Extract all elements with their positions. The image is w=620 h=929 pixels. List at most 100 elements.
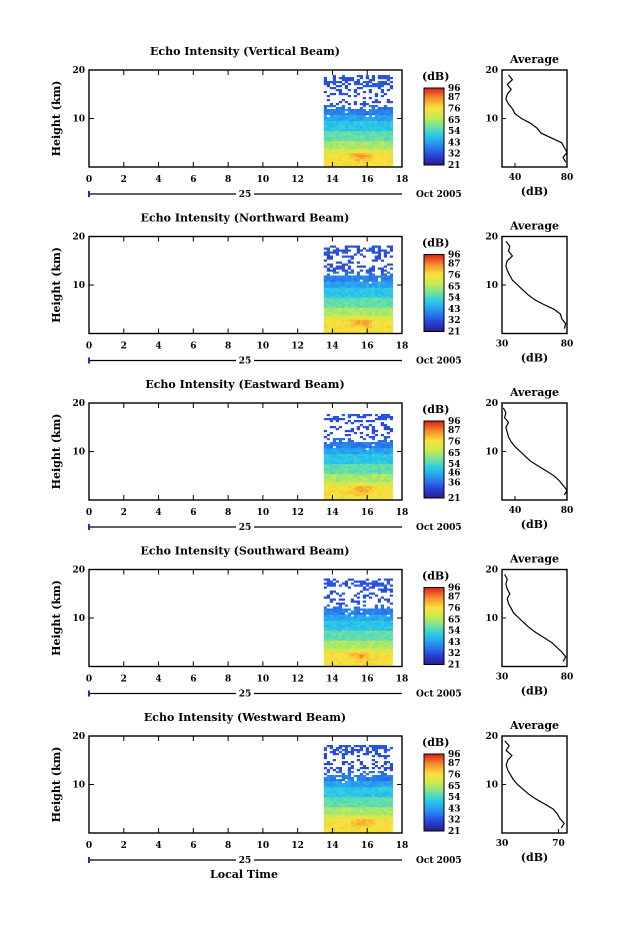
heatmap-cell bbox=[347, 779, 351, 782]
heatmap-cell bbox=[338, 111, 342, 114]
heatmap-cell bbox=[368, 283, 372, 286]
heatmap-cell bbox=[347, 630, 351, 633]
heatmap-cell bbox=[323, 161, 327, 164]
heatmap-cell bbox=[368, 303, 372, 306]
heatmap-cell bbox=[374, 821, 378, 824]
colorbar-segment bbox=[424, 649, 444, 652]
heatmap-cell bbox=[383, 811, 387, 814]
heatmap-cell bbox=[338, 771, 342, 774]
heatmap-cell bbox=[389, 448, 393, 451]
heatmap-cell bbox=[341, 803, 345, 806]
heatmap-cell bbox=[380, 135, 384, 138]
heatmap-cell bbox=[386, 652, 390, 655]
heatmap-cell bbox=[323, 91, 327, 94]
heatmap-cell bbox=[341, 745, 345, 748]
heatmap-cell bbox=[356, 279, 360, 282]
heatmap-cell bbox=[344, 753, 348, 756]
heatmap-cell bbox=[386, 464, 390, 467]
heatmap-cell bbox=[383, 791, 387, 794]
heatmap-cell bbox=[341, 303, 345, 306]
heatmap-cell bbox=[380, 582, 384, 585]
heatmap-cell bbox=[380, 275, 384, 278]
heatmap-cell bbox=[350, 578, 354, 581]
heatmap-cell bbox=[359, 458, 363, 461]
heatmap-cell bbox=[353, 327, 357, 330]
colorbar-segment bbox=[424, 300, 444, 303]
heatmap-cell bbox=[326, 446, 330, 449]
heatmap-cell bbox=[365, 584, 369, 587]
x-tick-label: 16 bbox=[361, 675, 374, 685]
heatmap-cell bbox=[374, 660, 378, 663]
heatmap-cell bbox=[341, 652, 345, 655]
heatmap-cell bbox=[383, 809, 387, 812]
heatmap-cell bbox=[341, 466, 345, 469]
heatmap-cell bbox=[383, 281, 387, 284]
heatmap-cell bbox=[362, 109, 366, 112]
heatmap-cell bbox=[383, 297, 387, 300]
heatmap-cell bbox=[329, 442, 333, 445]
heatmap-cell bbox=[383, 279, 387, 282]
heatmap-cell bbox=[377, 492, 381, 495]
heatmap-cell bbox=[356, 115, 360, 118]
heatmap-cell bbox=[347, 827, 351, 830]
heatmap-cell bbox=[383, 269, 387, 272]
heatmap-cell bbox=[389, 775, 393, 778]
heatmap-cell bbox=[371, 775, 375, 778]
heatmap-cell bbox=[329, 305, 333, 308]
heatmap-cell bbox=[353, 789, 357, 792]
heatmap-cell bbox=[368, 446, 372, 449]
heatmap-cell bbox=[365, 490, 369, 493]
heatmap-cell bbox=[383, 436, 387, 439]
heatmap-cell bbox=[323, 317, 327, 320]
heatmap-cell bbox=[347, 309, 351, 312]
heatmap-cell bbox=[341, 147, 345, 150]
colorbar-segment bbox=[424, 496, 444, 499]
heatmap-cell bbox=[338, 612, 342, 615]
heatmap-cell bbox=[344, 251, 348, 254]
heatmap-cell bbox=[389, 791, 393, 794]
heatmap-cell bbox=[362, 317, 366, 320]
heatmap-cell bbox=[344, 484, 348, 487]
heatmap-cell bbox=[347, 109, 351, 112]
heatmap-cell bbox=[356, 151, 360, 154]
heatmap-cell bbox=[371, 486, 375, 489]
heatmap-cell bbox=[347, 430, 351, 433]
heatmap-cell bbox=[356, 468, 360, 471]
heatmap-cell bbox=[368, 165, 372, 168]
heatmap-cell bbox=[353, 81, 357, 84]
heatmap-cell bbox=[332, 75, 336, 78]
heatmap-cell bbox=[389, 155, 393, 158]
heatmap-cell bbox=[356, 111, 360, 114]
heatmap-cell bbox=[377, 478, 381, 481]
heatmap-cell bbox=[347, 819, 351, 822]
heatmap-cell bbox=[344, 85, 348, 88]
heatmap-cell bbox=[332, 281, 336, 284]
date-day-label: 25 bbox=[239, 357, 252, 367]
heatmap-cell bbox=[371, 785, 375, 788]
heatmap-cell bbox=[335, 612, 339, 615]
heatmap-cell bbox=[389, 137, 393, 140]
heatmap-cell bbox=[359, 145, 363, 148]
heatmap-cell bbox=[389, 618, 393, 621]
heatmap-cell bbox=[347, 265, 351, 268]
heatmap-cell bbox=[368, 793, 372, 796]
heatmap-cell bbox=[380, 414, 384, 417]
heatmap-cell bbox=[386, 474, 390, 477]
heatmap-cell bbox=[332, 759, 336, 762]
heatmap-cell bbox=[341, 255, 345, 258]
heatmap-cell bbox=[389, 765, 393, 768]
colorbar-segment bbox=[424, 308, 444, 311]
heatmap-cell bbox=[323, 624, 327, 627]
heatmap-cell bbox=[365, 275, 369, 278]
heatmap-cell bbox=[353, 129, 357, 132]
heatmap-cell bbox=[323, 291, 327, 294]
heatmap-cell bbox=[338, 602, 342, 605]
heatmap-cell bbox=[335, 149, 339, 152]
heatmap-cell bbox=[368, 626, 372, 629]
heatmap-cell bbox=[389, 476, 393, 479]
heatmap-cell bbox=[371, 476, 375, 479]
heatmap-cell bbox=[347, 291, 351, 294]
heatmap-cell bbox=[347, 751, 351, 754]
heatmap-cell bbox=[323, 297, 327, 300]
heatmap-cell bbox=[338, 81, 342, 84]
